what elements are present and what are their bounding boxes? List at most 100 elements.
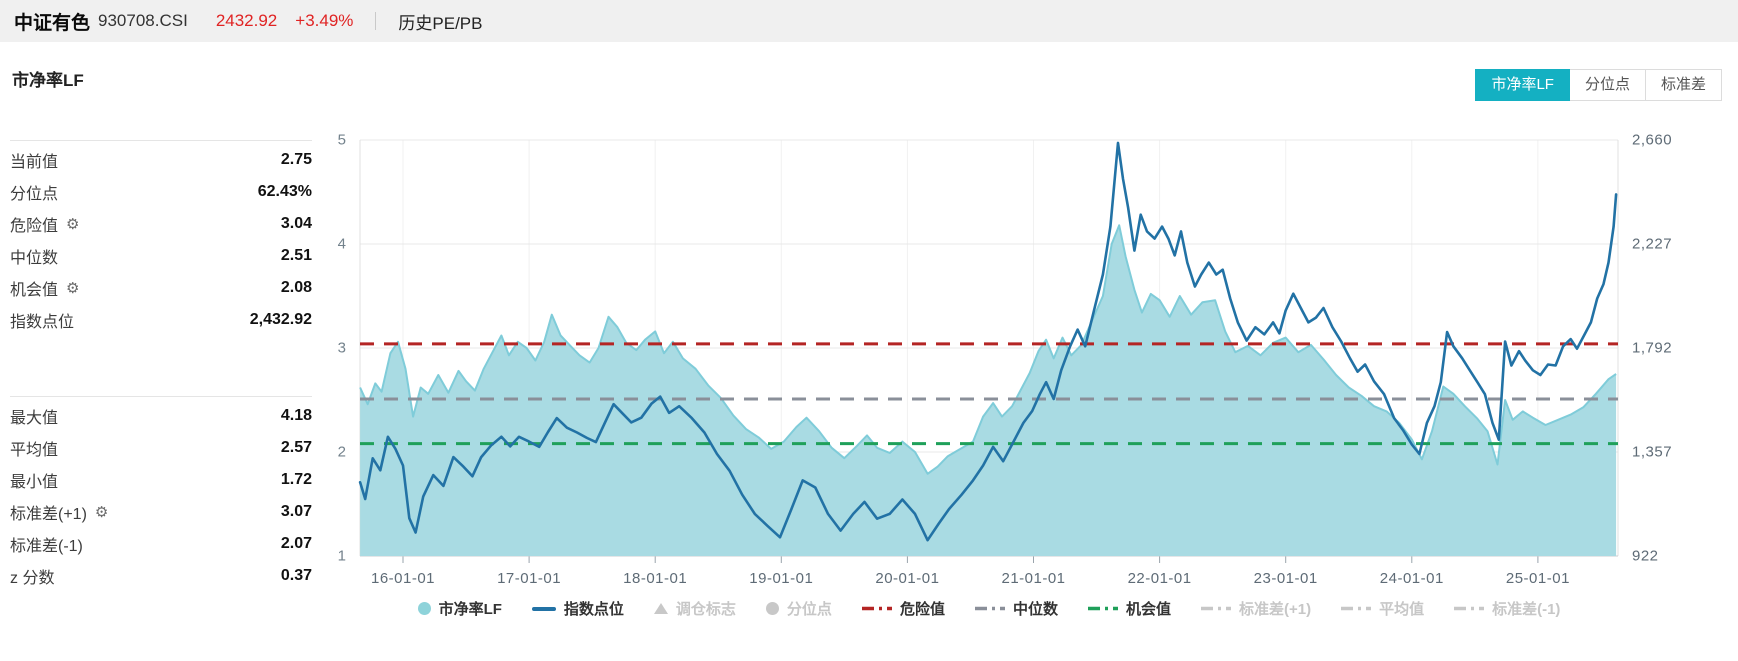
index-points-line	[358, 141, 1618, 542]
stats-group-1: 当前值 2.75 分位点 62.43% 危险值 ⚙ 3.04 中位数 2.51 机会值 ⚙ 2.08 指…	[10, 140, 312, 336]
y-right-tick-label: 2,660	[1632, 131, 1673, 149]
view-switch: 市净率LF 分位点 标准差	[1475, 69, 1722, 101]
stat-value: 2.51	[280, 247, 312, 264]
stats-group-2: 最大值 4.18 平均值 2.57 最小值 1.72 标准差(+1) ⚙ 3.07 标准差(-1)…	[10, 396, 312, 592]
stat-value: 2,432.92	[249, 311, 312, 328]
stat-row-分位点: 分位点 62.43%	[10, 176, 312, 208]
y-left-tick-label: 4	[337, 235, 346, 253]
y-right-tick-label: 922	[1632, 547, 1659, 565]
y-left-tick-label: 2	[337, 443, 346, 461]
legend-item-中位数[interactable]: 中位数	[974, 598, 1058, 619]
legend-item-标准差(-1)[interactable]: 标准差(-1)	[1454, 598, 1560, 619]
gear-icon[interactable]: ⚙	[94, 503, 109, 521]
stat-row-标准差(-1): 标准差(-1) 2.07	[10, 528, 312, 560]
y-right-tick-label: 1,357	[1632, 443, 1673, 461]
stat-value: 0.37	[280, 567, 312, 584]
x-tick-label: 16-01-01	[370, 570, 436, 587]
legend-label: 标准差(+1)	[1238, 601, 1312, 618]
stat-row-机会值: 机会值 ⚙ 2.08	[10, 272, 312, 304]
stat-label: 指数点位	[10, 314, 75, 331]
stat-value: 1.72	[280, 471, 312, 488]
stat-label: 分位点	[10, 186, 59, 203]
dashdot-marker-icon	[974, 606, 1005, 611]
legend-item-机会值[interactable]: 机会值	[1087, 598, 1171, 619]
dashdot-marker-icon	[1200, 606, 1231, 611]
legend-label: 平均值	[1379, 601, 1425, 618]
stat-label: 最小值	[10, 474, 59, 491]
circle-marker-icon	[765, 602, 779, 615]
x-tick-label: 22-01-01	[1127, 570, 1192, 587]
triangle-marker-icon	[653, 603, 668, 614]
gear-icon[interactable]: ⚙	[66, 279, 80, 297]
index-price: 2432.92	[215, 11, 278, 30]
legend-label: 标准差(-1)	[1492, 601, 1561, 618]
x-tick-label: 17-01-01	[497, 570, 562, 587]
legend-item-调仓标志[interactable]: 调仓标志	[653, 598, 736, 619]
index-change-percent: +3.49%	[295, 11, 354, 30]
dashdot-marker-icon	[861, 606, 892, 611]
legend-label: 调仓标志	[675, 601, 736, 618]
stat-value: 3.07	[280, 503, 312, 520]
legend-item-指数点位[interactable]: 指数点位	[531, 598, 624, 619]
stat-value: 2.07	[280, 535, 312, 552]
legend-label: 分位点	[786, 601, 832, 618]
x-tick-label: 19-01-01	[749, 570, 814, 587]
stat-row-最小值: 最小值 1.72	[10, 464, 312, 496]
y-right-tick-label: 2,227	[1632, 235, 1673, 253]
stat-row-中位数: 中位数 2.51	[10, 240, 312, 272]
stat-label: 中位数	[10, 250, 59, 267]
x-tick-label: 21-01-01	[1001, 570, 1066, 587]
legend-item-平均值[interactable]: 平均值	[1341, 598, 1424, 619]
stat-value: 2.57	[280, 439, 312, 456]
stat-label: 最大值	[10, 410, 59, 427]
stat-value: 62.43%	[257, 183, 312, 200]
legend-item-市净率LF[interactable]: 市净率LF	[417, 598, 502, 619]
stat-value: 3.04	[280, 215, 312, 232]
stat-row-标准差(+1): 标准差(+1) ⚙ 3.07	[10, 496, 312, 528]
header-divider	[375, 12, 377, 30]
line-marker-icon	[531, 606, 556, 611]
stat-row-z 分数: z 分数 0.37	[10, 560, 312, 592]
x-tick-label: 25-01-01	[1505, 570, 1570, 587]
x-tick-label: 24-01-01	[1379, 570, 1444, 587]
dashdot-marker-icon	[1087, 606, 1118, 611]
legend-item-分位点[interactable]: 分位点	[765, 598, 832, 619]
chart-legend: 市净率LF 指数点位 调仓标志 分位点 危险值 中位数 机会值 标准差(+1) 平均值 标准差(-…	[360, 598, 1618, 619]
stat-row-当前值: 当前值 2.75	[10, 144, 312, 176]
circle-marker-icon	[417, 602, 431, 615]
legend-label: 机会值	[1125, 601, 1171, 618]
stat-row-最大值: 最大值 4.18	[10, 400, 312, 432]
view-switch-button-标准差[interactable]: 标准差	[1644, 69, 1722, 101]
stat-label: 平均值	[10, 442, 59, 459]
stat-row-指数点位: 指数点位 2,432.92	[10, 304, 312, 336]
legend-label: 市净率LF	[438, 601, 502, 618]
stat-label: 当前值	[10, 154, 59, 171]
y-right-tick-label: 1,792	[1632, 339, 1673, 357]
stat-value: 4.18	[280, 407, 312, 424]
legend-item-危险值[interactable]: 危险值	[861, 598, 945, 619]
stat-label: 标准差(+1) ⚙	[10, 503, 109, 524]
panel-title: 市净率LF	[12, 71, 84, 90]
y-left-tick-label: 5	[337, 131, 346, 149]
y-left-tick-label: 1	[337, 547, 346, 565]
stat-value: 2.08	[280, 279, 312, 296]
legend-label: 指数点位	[563, 601, 624, 618]
legend-label: 中位数	[1012, 601, 1058, 618]
stat-label: z 分数	[10, 570, 55, 587]
gear-icon[interactable]: ⚙	[66, 215, 80, 233]
stat-label: 危险值 ⚙	[10, 215, 80, 236]
stat-label: 标准差(-1)	[10, 538, 83, 555]
legend-label: 危险值	[899, 601, 945, 618]
index-code: 930708.CSI	[98, 11, 188, 30]
header-nav-pe-pb: 历史PE/PB	[398, 13, 483, 33]
pb-ratio-area	[360, 225, 1617, 557]
stat-row-平均值: 平均值 2.57	[10, 432, 312, 464]
top-header: 中证有色 930708.CSI 2432.92 +3.49% 历史PE/PB	[0, 0, 1738, 42]
stat-label: 机会值 ⚙	[10, 279, 80, 300]
dashdot-marker-icon	[1454, 606, 1485, 611]
x-tick-label: 20-01-01	[875, 570, 940, 587]
legend-item-标准差(+1)[interactable]: 标准差(+1)	[1200, 598, 1312, 619]
view-switch-button-市净率LF[interactable]: 市净率LF	[1475, 69, 1570, 101]
